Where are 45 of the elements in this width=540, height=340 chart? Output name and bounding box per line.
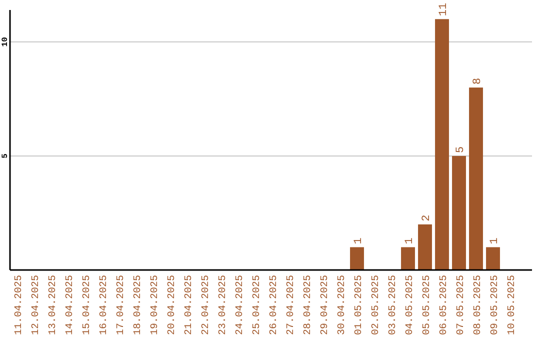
data-label: 5 [455,146,467,153]
bar [452,156,466,270]
data-label: 1 [404,237,416,244]
x-tick-label: 22.04.2025 [201,275,212,336]
x-tick-label: 15.04.2025 [82,275,93,336]
x-tick-label: 25.04.2025 [252,275,263,336]
x-tick-label: 05.05.2025 [422,275,433,336]
x-tick-label: 24.04.2025 [235,275,246,336]
x-tick-label: 26.04.2025 [269,275,280,336]
x-tick-label: 10.05.2025 [507,275,518,336]
data-label: 11 [438,2,450,16]
data-label: 2 [421,214,433,222]
x-tick-label: 03.05.2025 [388,275,399,336]
bar [418,224,432,270]
x-tick-label: 20.04.2025 [167,275,178,336]
x-tick-label: 01.05.2025 [354,275,365,336]
x-tick-label: 11.04.2025 [14,275,25,336]
bar [435,19,449,270]
bar [401,247,415,270]
data-label: 1 [353,237,365,244]
x-tick-label: 14.04.2025 [65,275,76,336]
bar [486,247,500,270]
x-tick-label: 16.04.2025 [99,275,110,336]
x-tick-label: 13.04.2025 [48,275,59,336]
x-tick-label: 02.05.2025 [371,275,382,336]
x-tick-label: 23.04.2025 [218,275,229,336]
x-tick-label: 27.04.2025 [286,275,297,336]
x-tick-label: 08.05.2025 [473,275,484,336]
x-tick-label: 06.05.2025 [439,275,450,336]
x-tick-label: 09.05.2025 [490,275,501,336]
x-tick-label: 28.04.2025 [303,275,314,336]
data-label: 8 [472,78,484,85]
x-tick-label: 07.05.2025 [456,275,467,336]
x-tick-label: 19.04.2025 [150,275,161,336]
y-tick-label: 10 [1,36,10,47]
x-tick-label: 17.04.2025 [116,275,127,336]
x-tick-label: 04.05.2025 [405,275,416,336]
x-tick-label: 12.04.2025 [31,275,42,336]
data-label: 1 [489,237,501,244]
bar [469,88,483,270]
x-tick-label: 18.04.2025 [133,275,144,336]
x-tick-label: 30.04.2025 [337,275,348,336]
bar [350,247,364,270]
x-tick-label: 21.04.2025 [184,275,195,336]
x-tick-label: 29.04.2025 [320,275,331,336]
